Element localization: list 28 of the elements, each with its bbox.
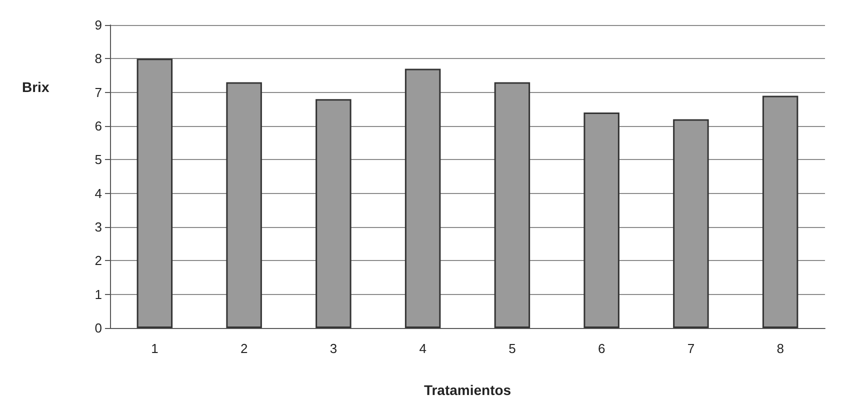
y-tick-label: 4 <box>94 186 102 201</box>
bar <box>762 96 798 328</box>
x-tick-label: 8 <box>776 341 784 356</box>
bar <box>494 82 530 328</box>
bar <box>226 82 262 328</box>
x-tick-label: 6 <box>598 341 606 356</box>
x-tick-label: 4 <box>419 341 426 356</box>
x-axis-title: Tratamientos <box>424 382 512 398</box>
bar <box>316 99 352 328</box>
x-tick-label: 3 <box>330 341 338 356</box>
x-tick-label: 1 <box>151 341 158 356</box>
bar <box>584 112 620 328</box>
y-tick-label: 2 <box>94 253 102 268</box>
y-axis-title: Brix <box>22 79 50 95</box>
y-tick-label: 0 <box>94 320 102 336</box>
y-tick-label: 5 <box>94 152 102 168</box>
y-tick-label: 9 <box>94 18 102 32</box>
y-tick-label: 8 <box>94 51 102 66</box>
bar <box>136 58 173 328</box>
y-tick-label: 1 <box>94 286 102 302</box>
x-tick-label: 7 <box>687 341 695 356</box>
bar <box>404 68 441 328</box>
y-tick-label: 3 <box>94 220 102 234</box>
bar <box>673 119 709 328</box>
y-tick-label: 7 <box>94 84 102 100</box>
y-tick-label: 6 <box>94 118 102 134</box>
x-tick-label: 2 <box>240 341 248 356</box>
x-tick-label: 5 <box>508 341 516 356</box>
